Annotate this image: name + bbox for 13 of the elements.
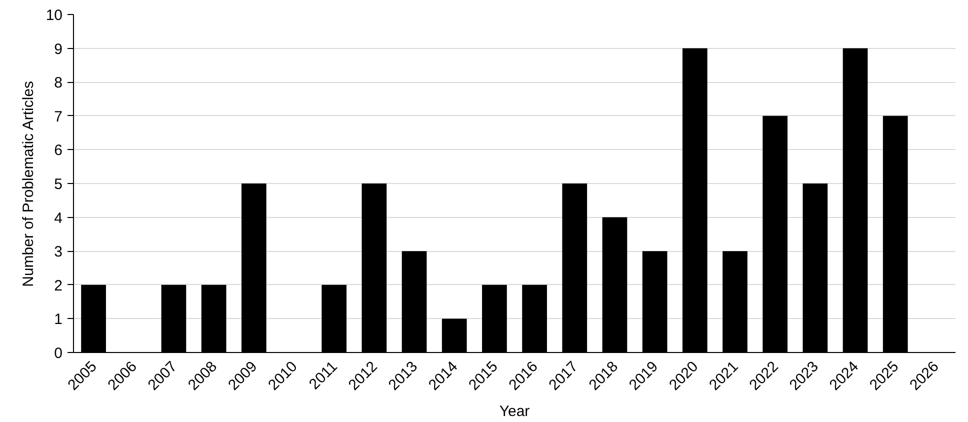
y-tick-label: 6 <box>54 142 62 160</box>
y-tick-label: 1 <box>54 311 62 328</box>
y-tick-label: 8 <box>54 74 62 92</box>
y-tick-label: 9 <box>54 40 62 58</box>
y-tick-label: 10 <box>46 7 63 24</box>
y-tick-label: 5 <box>54 176 62 193</box>
y-tick-label: 7 <box>54 108 62 126</box>
y-tick-label: 0 <box>54 345 62 362</box>
y-tick-label: 2 <box>54 277 62 294</box>
y-tick-label: 4 <box>54 210 62 227</box>
y-tick-label: 3 <box>54 244 62 261</box>
x-axis-title: Year <box>499 402 530 420</box>
y-axis-title: Number of Problematic Articles <box>20 80 37 287</box>
